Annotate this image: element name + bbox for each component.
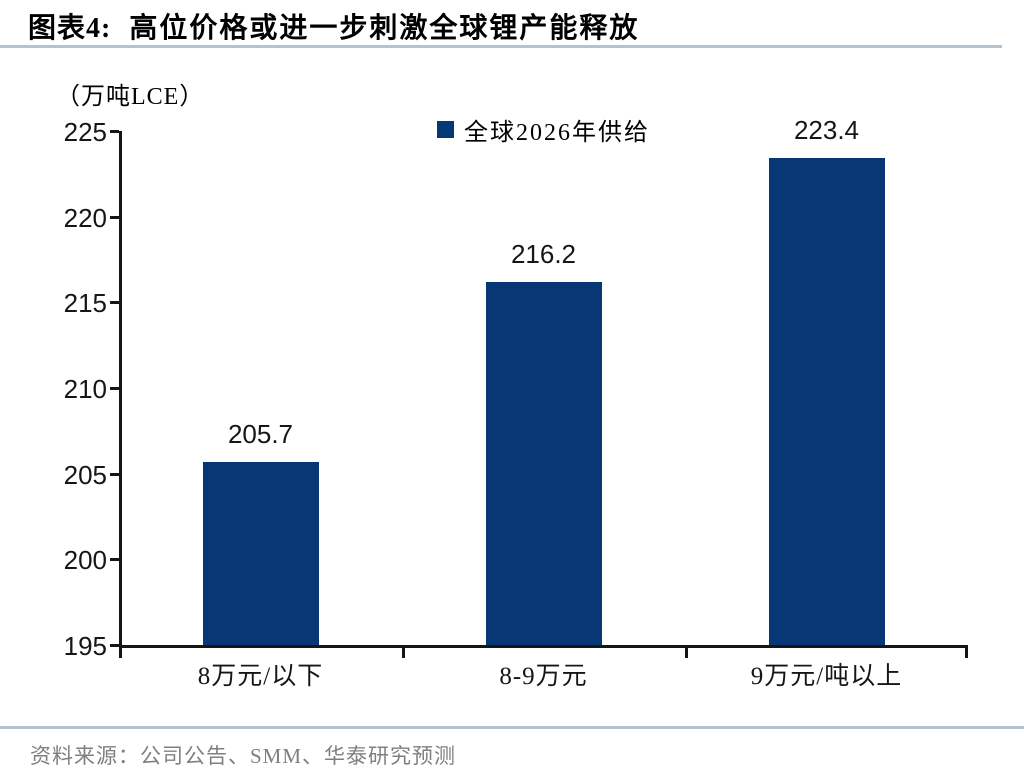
y-axis-tick (110, 301, 119, 305)
x-axis-line (119, 645, 968, 648)
y-axis-tick (110, 130, 119, 133)
x-axis-tick (965, 645, 968, 658)
bar-value-label: 216.2 (510, 238, 577, 269)
y-axis-tick (110, 558, 119, 562)
x-axis-category-label: 9万元/吨以上 (750, 663, 903, 690)
bar-value-label: 205.7 (227, 418, 294, 449)
header-divider (0, 45, 1002, 48)
footer-divider (0, 726, 1024, 729)
y-axis-tick (110, 215, 119, 219)
y-axis-tick-label: 205 (63, 459, 107, 490)
y-axis-tick-label: 200 (63, 545, 107, 576)
source-note: 资料来源：公司公告、SMM、华泰研究预测 (30, 744, 457, 768)
figure-title: 图表4: 高位价格或进一步刺激全球锂产能释放 (28, 6, 639, 46)
y-axis-tick-label: 220 (63, 202, 107, 233)
y-axis-tick (110, 644, 119, 647)
y-axis-tick (110, 387, 119, 390)
bar-9万元/吨以上 (768, 158, 885, 645)
bar-8-9万元 (485, 281, 602, 645)
x-axis-category-label: 8万元/以下 (197, 663, 324, 690)
x-axis-tick (685, 645, 688, 658)
y-axis-tick-label: 225 (63, 117, 107, 147)
y-axis-unit-label: （万吨LCE） (56, 84, 205, 110)
figure-number-label: 图表4: (28, 13, 112, 44)
x-axis-tick (402, 645, 405, 658)
x-axis-tick (119, 645, 122, 658)
y-axis-line (119, 131, 122, 645)
x-axis-category-label: 8-9万元 (499, 663, 588, 690)
y-axis-tick-label: 210 (63, 374, 107, 404)
y-axis-tick-label: 195 (63, 631, 107, 661)
bar-8万元/以下 (202, 461, 319, 645)
chart-plot-area: 205.7 216.2 223.4 (110, 115, 968, 658)
y-axis-tick-label: 215 (63, 288, 107, 319)
bar-value-label: 223.4 (793, 115, 860, 146)
y-axis-tick (110, 472, 119, 476)
figure-title-text: 高位价格或进一步刺激全球锂产能释放 (129, 13, 640, 44)
